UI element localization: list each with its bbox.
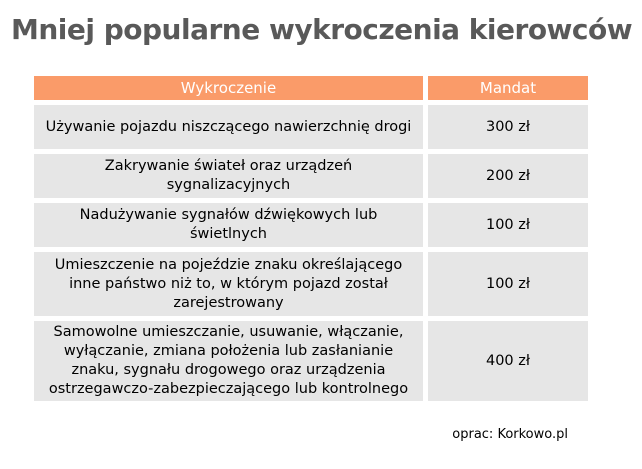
table-row: Samowolne umieszczanie, usuwanie, włącza…: [34, 321, 588, 401]
table-header-row: Wykroczenie Mandat: [34, 76, 588, 100]
offense-fine-table: Wykroczenie Mandat Używanie pojazdu nisz…: [34, 76, 588, 406]
offense-cell: Nadużywanie sygnałów dźwiękowych lub świ…: [34, 203, 423, 247]
offense-cell: Umieszczenie na pojeździe znaku określaj…: [34, 252, 423, 316]
offense-cell: Używanie pojazdu niszczącego nawierzchni…: [34, 105, 423, 149]
column-header-fine: Mandat: [428, 76, 588, 100]
table-row: Zakrywanie świateł oraz urządzeń sygnali…: [34, 154, 588, 198]
table-row: Nadużywanie sygnałów dźwiękowych lub świ…: [34, 203, 588, 247]
fine-cell: 200 zł: [428, 154, 588, 198]
offense-cell: Zakrywanie świateł oraz urządzeń sygnali…: [34, 154, 423, 198]
page-title: Mniej popularne wykroczenia kierowców: [11, 13, 633, 46]
column-header-offense: Wykroczenie: [34, 76, 423, 100]
table-row: Używanie pojazdu niszczącego nawierzchni…: [34, 105, 588, 149]
fine-cell: 400 zł: [428, 321, 588, 401]
fine-cell: 300 zł: [428, 105, 588, 149]
offense-cell: Samowolne umieszczanie, usuwanie, włącza…: [34, 321, 423, 401]
source-credit: oprac: Korkowo.pl: [452, 427, 568, 442]
table-row: Umieszczenie na pojeździe znaku określaj…: [34, 252, 588, 316]
fine-cell: 100 zł: [428, 203, 588, 247]
fine-cell: 100 zł: [428, 252, 588, 316]
